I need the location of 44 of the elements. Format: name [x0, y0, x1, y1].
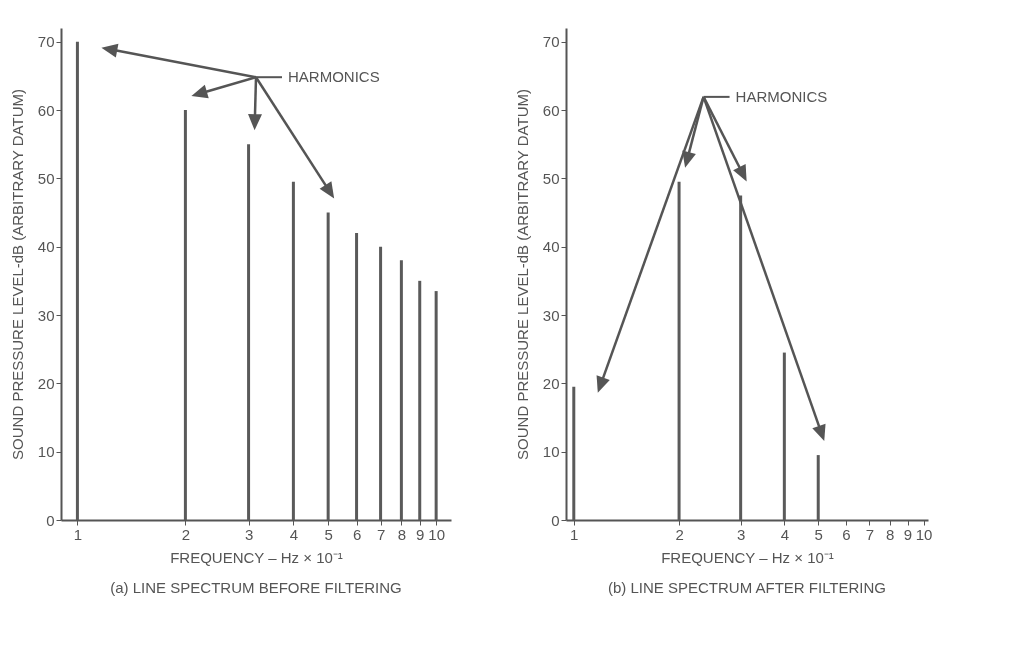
x-tick-label: 2 [181, 525, 191, 543]
y-tick-label: 0 [551, 511, 560, 529]
x-tick-label: 5 [814, 525, 823, 543]
x-tick-label: 2 [675, 525, 684, 543]
y-tick-label: 50 [37, 169, 55, 187]
x-tick-label: 8 [397, 525, 407, 543]
y-tick-label: 30 [37, 306, 55, 324]
annotation: HARMONICS [288, 68, 380, 86]
y-tick-label: 70 [37, 33, 55, 51]
x-tick-label: 10 [428, 525, 445, 543]
y-tick-label: 20 [542, 374, 560, 392]
x-tick-label: 6 [842, 525, 851, 543]
x-tick-label: 7 [865, 525, 875, 543]
y-tick-label: 30 [542, 306, 560, 324]
x-tick-label: 1 [570, 525, 579, 543]
y-tick-label: 40 [542, 238, 560, 256]
x-tick-label: 4 [780, 525, 790, 543]
x-tick-label: 3 [244, 525, 254, 543]
text: (b) LINE SPECTRUM AFTER FILTERING [607, 579, 887, 596]
y-tick-label: 60 [542, 101, 560, 119]
y-tick-label: 10 [542, 443, 560, 461]
x-tick-label: 6 [352, 525, 362, 543]
y-tick-label: 60 [37, 101, 55, 119]
y-tick-label: 0 [46, 511, 55, 529]
x-axis-title: FREQUENCY – Hz × 10⁻¹ [661, 548, 834, 566]
y-tick-label: 40 [37, 238, 55, 256]
x-tick-label: 9 [903, 525, 913, 543]
y-tick-label: 20 [37, 374, 55, 392]
x-tick-label: 4 [289, 525, 299, 543]
x-axis-title: FREQUENCY – Hz × 10⁻¹ [170, 548, 343, 566]
x-tick-label: 5 [324, 525, 333, 543]
x-tick-label: 1 [73, 525, 83, 543]
x-tick-label: 7 [376, 525, 386, 543]
x-tick-label: 3 [736, 525, 746, 543]
text: (a) LINE SPECTRUM BEFORE FILTERING [110, 579, 402, 596]
y-tick-label: 70 [542, 33, 560, 51]
annotation: HARMONICS [735, 87, 828, 105]
y-axis-title: SOUND PRESSURE LEVEL-dB (ARBITRARY DATUM) [8, 89, 26, 460]
y-tick-label: 10 [37, 443, 55, 461]
x-tick-label: 10 [915, 525, 933, 543]
x-tick-label: 8 [885, 525, 895, 543]
y-tick-label: 50 [542, 169, 560, 187]
x-tick-label: 9 [416, 525, 425, 543]
y-axis-title: SOUND PRESSURE LEVEL-dB (ARBITRARY DATUM) [513, 89, 531, 460]
